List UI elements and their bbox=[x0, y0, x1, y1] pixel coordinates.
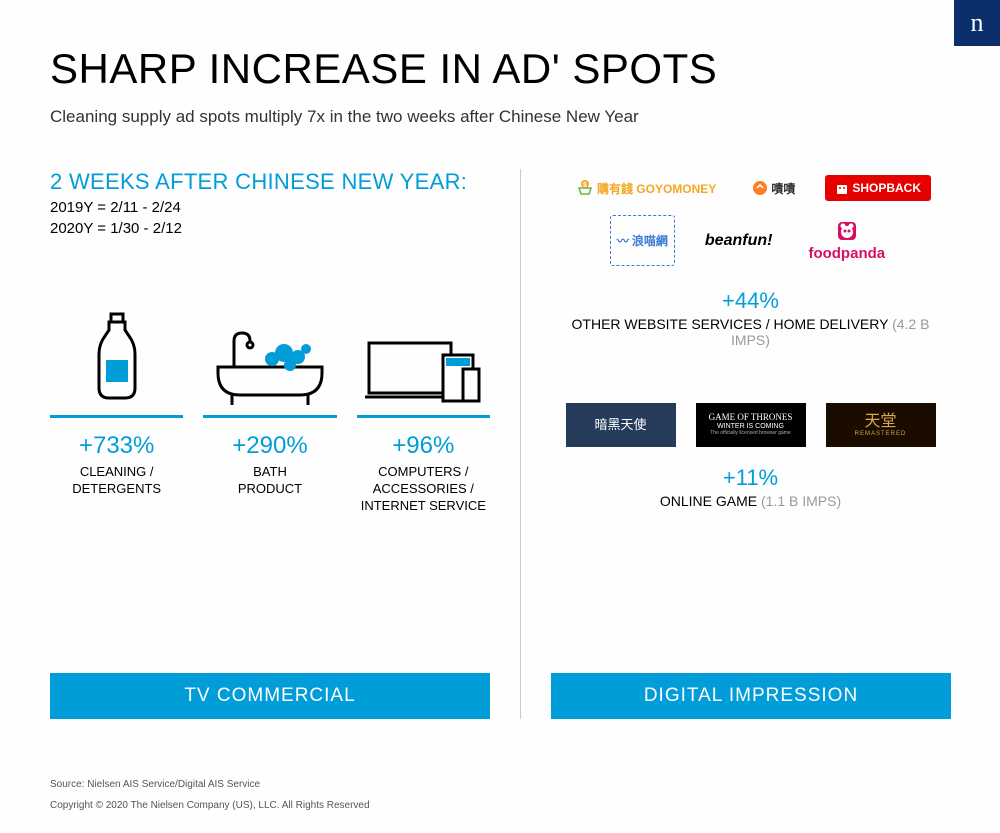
game-name: 天堂 bbox=[864, 413, 896, 431]
brand-label: SHOPBACK bbox=[852, 181, 921, 195]
circle-icon bbox=[752, 180, 768, 196]
brand-row-2: 〰 浪喵網 beanfun! foodpanda bbox=[551, 215, 950, 266]
online-game-stat: +11% ONLINE GAME (1.1 B IMPS) bbox=[551, 465, 950, 509]
devices-icon bbox=[357, 307, 490, 407]
brand-row-1: $ 購有錢 GOYOMONEY 嘖嘖 SHOPBACK bbox=[551, 175, 950, 201]
category-pct: +733% bbox=[50, 432, 183, 460]
stat-label: ONLINE GAME (1.1 B IMPS) bbox=[551, 493, 950, 509]
tv-commercial-column: 2 WEEKS AFTER CHINESE NEW YEAR: 2019Y = … bbox=[50, 169, 520, 719]
bag-icon bbox=[835, 181, 849, 195]
brand-langmiao: 〰 浪喵網 bbox=[610, 215, 675, 266]
period-heading: 2 WEEKS AFTER CHINESE NEW YEAR: bbox=[50, 169, 490, 195]
digital-impression-column: $ 購有錢 GOYOMONEY 嘖嘖 SHOPBACK 〰 浪喵網 bbox=[520, 169, 950, 719]
category-label: COMPUTERS / ACCESSORIES / INTERNET SERVI… bbox=[357, 464, 490, 515]
game-card-2: GAME OF THRONES WINTER IS COMING The off… bbox=[696, 403, 806, 447]
stat-pct: +44% bbox=[551, 288, 950, 314]
page-subtitle: Cleaning supply ad spots multiply 7x in … bbox=[50, 107, 950, 127]
footer: Source: Nielsen AIS Service/Digital AIS … bbox=[50, 769, 370, 811]
brand-label: 浪喵網 bbox=[632, 232, 668, 249]
game-tagline: The officially licensed browser game bbox=[710, 431, 791, 437]
stat-text: OTHER WEBSITE SERVICES / HOME DELIVERY bbox=[572, 316, 889, 332]
bathtub-icon bbox=[203, 307, 336, 407]
underline bbox=[203, 415, 336, 418]
wave-icon: 〰 bbox=[617, 232, 629, 249]
cart-icon: $ bbox=[576, 179, 594, 197]
nielsen-logo: n bbox=[954, 0, 1000, 46]
panda-icon bbox=[835, 219, 859, 243]
columns-container: 2 WEEKS AFTER CHINESE NEW YEAR: 2019Y = … bbox=[50, 169, 950, 719]
category-pct: +290% bbox=[203, 432, 336, 460]
underline bbox=[357, 415, 490, 418]
game-card-3: 天堂 REMASTERED bbox=[826, 403, 936, 447]
page-title: SHARP INCREASE IN AD' SPOTS bbox=[50, 45, 950, 93]
game-card-1: 暗黑天使 bbox=[566, 403, 676, 447]
tv-commercial-banner: TV COMMERCIAL bbox=[50, 673, 490, 719]
category-row: +733% CLEANING / DETERGENTS bbox=[50, 307, 490, 515]
brand-foodpanda: foodpanda bbox=[802, 215, 891, 266]
period-2019: 2019Y = 2/11 - 2/24 bbox=[50, 199, 490, 216]
brand-zeczec: 嘖嘖 bbox=[746, 175, 801, 201]
brand-label: 嘖嘖 bbox=[771, 180, 795, 197]
brand-label: 購有錢 GOYOMONEY bbox=[597, 180, 716, 197]
footer-source: Source: Nielsen AIS Service/Digital AIS … bbox=[50, 779, 370, 790]
website-services-stat: +44% OTHER WEBSITE SERVICES / HOME DELIV… bbox=[551, 288, 950, 348]
digital-impression-banner: DIGITAL IMPRESSION bbox=[551, 673, 951, 719]
stat-pct: +11% bbox=[551, 465, 950, 491]
period-2020: 2020Y = 1/30 - 2/12 bbox=[50, 220, 490, 237]
game-name: 暗黑天使 bbox=[594, 418, 646, 432]
game-sub: REMASTERED bbox=[855, 431, 907, 438]
brand-label: beanfun! bbox=[705, 232, 773, 250]
category-label: BATH PRODUCT bbox=[203, 464, 336, 498]
stat-imps: (1.1 B IMPS) bbox=[761, 493, 841, 509]
logo-letter: n bbox=[971, 8, 984, 38]
bottle-icon bbox=[50, 307, 183, 407]
category-bath: +290% BATH PRODUCT bbox=[203, 307, 336, 515]
category-cleaning: +733% CLEANING / DETERGENTS bbox=[50, 307, 183, 515]
brand-shopback: SHOPBACK bbox=[825, 175, 931, 201]
game-name: GAME OF THRONES bbox=[709, 413, 793, 423]
stat-label: OTHER WEBSITE SERVICES / HOME DELIVERY (… bbox=[551, 316, 950, 348]
category-computers: +96% COMPUTERS / ACCESSORIES / INTERNET … bbox=[357, 307, 490, 515]
stat-text: ONLINE GAME bbox=[660, 493, 757, 509]
underline bbox=[50, 415, 183, 418]
category-label: CLEANING / DETERGENTS bbox=[50, 464, 183, 498]
category-pct: +96% bbox=[357, 432, 490, 460]
footer-copyright: Copyright © 2020 The Nielsen Company (US… bbox=[50, 800, 370, 811]
brand-label: foodpanda bbox=[808, 245, 885, 262]
game-row: 暗黑天使 GAME OF THRONES WINTER IS COMING Th… bbox=[551, 403, 950, 447]
brand-goyomoney: $ 購有錢 GOYOMONEY bbox=[570, 175, 722, 201]
brand-beanfun: beanfun! bbox=[699, 215, 779, 266]
infographic-page: n SHARP INCREASE IN AD' SPOTS Cleaning s… bbox=[0, 0, 1000, 833]
